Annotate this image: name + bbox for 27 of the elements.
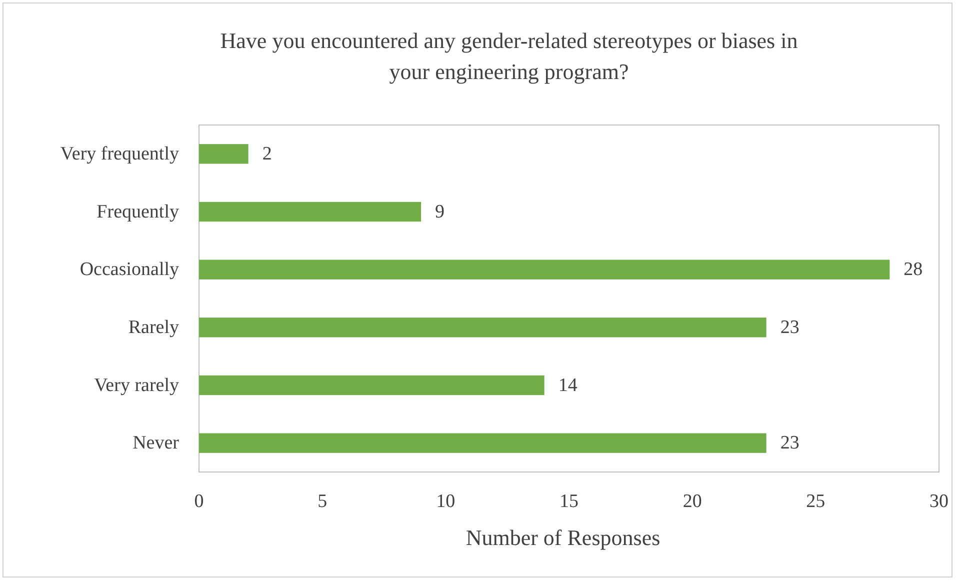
data-label: 28 bbox=[904, 259, 923, 280]
x-tick-label: 0 bbox=[194, 491, 204, 512]
data-label: 2 bbox=[262, 143, 272, 164]
x-tick-label: 30 bbox=[930, 491, 948, 512]
bar bbox=[199, 433, 766, 453]
bar bbox=[199, 144, 248, 164]
data-label: 23 bbox=[780, 432, 800, 454]
x-tick-label: 20 bbox=[682, 491, 702, 512]
bar bbox=[199, 318, 766, 338]
data-label: 23 bbox=[780, 316, 800, 338]
y-tick-label: Never bbox=[132, 432, 180, 454]
data-label: 9 bbox=[435, 201, 444, 222]
y-tick-label: Rarely bbox=[128, 316, 180, 338]
chart-title: Have you encountered any gender-related stereotypes or biases in your engineering program? bbox=[220, 28, 798, 84]
x-tick-label: 25 bbox=[806, 491, 826, 512]
x-tick-label: 15 bbox=[560, 491, 578, 512]
x-tick-label: 5 bbox=[318, 491, 328, 512]
y-tick-label: Very rarely bbox=[94, 374, 180, 396]
bar bbox=[199, 260, 890, 280]
y-tick-label: Frequently bbox=[96, 201, 180, 222]
x-tick-label: 10 bbox=[436, 491, 456, 512]
x-axis-title: Number of Responses bbox=[466, 525, 660, 550]
y-tick-label: Very frequently bbox=[60, 143, 180, 164]
bar bbox=[199, 375, 544, 396]
y-tick-label: Occasionally bbox=[80, 259, 180, 280]
bar bbox=[199, 202, 421, 222]
data-label: 14 bbox=[558, 374, 578, 396]
